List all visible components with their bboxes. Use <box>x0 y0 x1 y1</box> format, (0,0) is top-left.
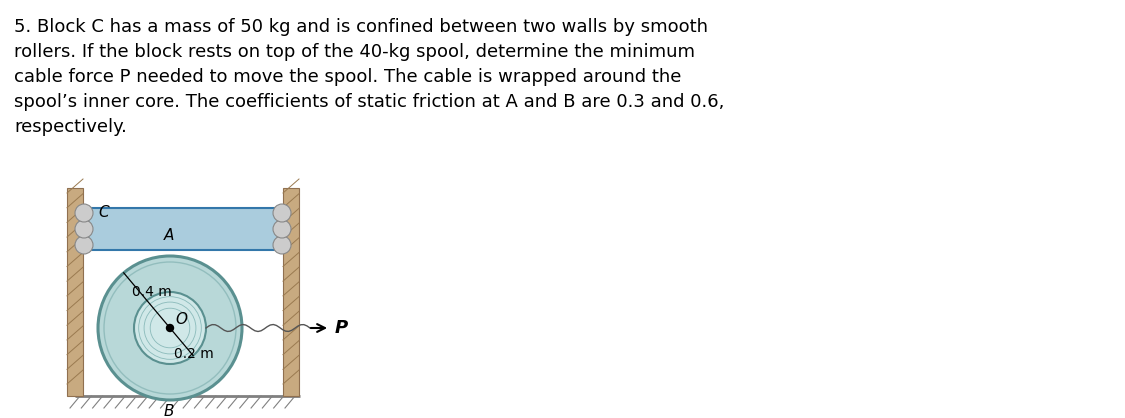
Circle shape <box>134 292 206 364</box>
Text: 0.2 m: 0.2 m <box>174 347 214 361</box>
Text: 5. Block C has a mass of 50 kg and is confined between two walls by smooth
rolle: 5. Block C has a mass of 50 kg and is co… <box>14 18 724 136</box>
Circle shape <box>75 236 93 254</box>
Text: O: O <box>176 312 187 327</box>
Circle shape <box>166 324 173 331</box>
Text: A: A <box>163 227 174 242</box>
Bar <box>284 188 299 396</box>
Circle shape <box>273 204 291 222</box>
Circle shape <box>273 220 291 238</box>
Text: 0.4 m: 0.4 m <box>132 285 172 299</box>
Bar <box>68 188 83 396</box>
Circle shape <box>75 204 93 222</box>
Text: B: B <box>164 404 174 418</box>
Circle shape <box>98 256 242 400</box>
Circle shape <box>273 236 291 254</box>
Bar <box>88 208 280 250</box>
Text: C: C <box>98 205 109 220</box>
Circle shape <box>75 220 93 238</box>
Text: P: P <box>335 319 349 337</box>
